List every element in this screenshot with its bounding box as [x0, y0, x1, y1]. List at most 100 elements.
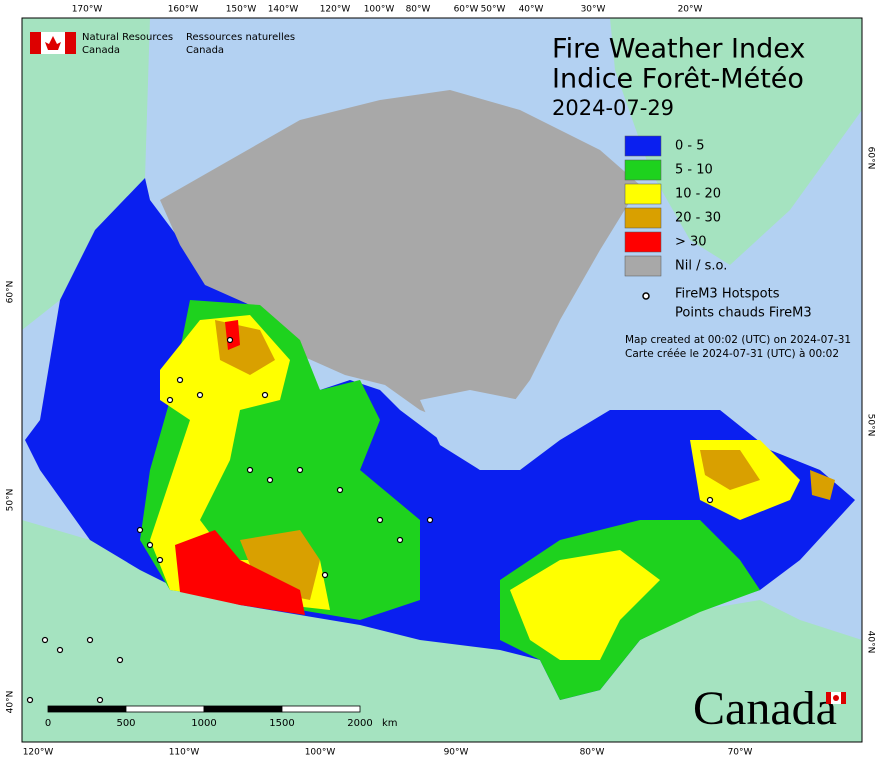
graticule-label: 60°N: [6, 281, 16, 304]
hotspot: [376, 516, 384, 524]
hotspot: [246, 466, 254, 474]
note: Map created at 00:02 (UTC) on 2024-07-31: [625, 334, 851, 346]
scale-segment: [203, 705, 283, 713]
graticule-label: 80°W: [406, 5, 431, 15]
arctic-nil: [160, 90, 640, 430]
hotspot: [96, 696, 104, 704]
hotspot: [166, 396, 174, 404]
zone-red: [175, 320, 305, 615]
zone-east-orange: [700, 450, 835, 500]
zone-orange: [215, 320, 320, 600]
graticule-label: 50°W: [481, 5, 506, 15]
alaska: [22, 18, 150, 330]
date: 2024-07-29: [552, 96, 674, 120]
hudson-bay: [420, 390, 540, 470]
scale-segment: [281, 705, 361, 713]
title-fr: Indice Forêt-Météo: [552, 64, 804, 95]
country-en: Canada: [82, 45, 120, 56]
hotspot: [176, 376, 184, 384]
hotspot: [426, 516, 434, 524]
legend-label: 20 - 30: [675, 211, 721, 226]
scale-label: 1500: [269, 718, 294, 729]
legend-swatch: [624, 231, 662, 253]
graticule-label: 40°W: [519, 5, 544, 15]
legend-label: 0 - 5: [675, 139, 705, 154]
graticule-label: 120°W: [23, 748, 54, 758]
legend-label: FireM3 Hotspots: [675, 287, 780, 302]
graticule-label: 70°W: [728, 748, 753, 758]
scale-segment: [47, 705, 127, 713]
graticule-label: 60°N: [866, 147, 876, 170]
hotspot: [56, 646, 64, 654]
legend-swatch: [624, 255, 662, 277]
legend-swatch: [624, 159, 662, 181]
legend-swatch: [624, 207, 662, 229]
hotspot: [136, 526, 144, 534]
graticule-label: 50°N: [866, 414, 876, 437]
country-fr: Canada: [186, 45, 224, 56]
usa: [22, 520, 862, 742]
note: Carte créée le 2024-07-31 (UTC) à 00:02: [625, 348, 839, 360]
hotspot: [226, 336, 234, 344]
graticule-label: 170°W: [72, 5, 103, 15]
hotspot: [296, 466, 304, 474]
hotspot: [321, 571, 329, 579]
department-en: Natural Resources: [82, 32, 173, 43]
graticule-label: 40°N: [866, 631, 876, 654]
graticule-label: 90°W: [444, 748, 469, 758]
graticule-label: 80°W: [580, 748, 605, 758]
hotspot: [86, 636, 94, 644]
scale-label: 1000: [191, 718, 216, 729]
graticule-label: 50°N: [6, 489, 16, 512]
flag-bar: [30, 32, 41, 54]
hotspot: [396, 536, 404, 544]
wordmark: Canada: [693, 682, 837, 735]
graticule-label: 140°W: [268, 5, 299, 15]
hotspot: [41, 636, 49, 644]
legend-label: 5 - 10: [675, 163, 713, 178]
hotspot: [196, 391, 204, 399]
legend-swatch: [624, 135, 662, 157]
hotspot: [336, 486, 344, 494]
hotspot: [146, 541, 154, 549]
hotspot: [706, 496, 714, 504]
graticule-label: 20°W: [678, 5, 703, 15]
flag-leaf: [45, 36, 61, 50]
graticule-label: 100°W: [364, 5, 395, 15]
legend-label: 10 - 20: [675, 187, 721, 202]
map-area: [22, 18, 862, 742]
legend-label: > 30: [675, 235, 707, 250]
flag-bar: [65, 32, 76, 54]
legend-label: Nil / s.o.: [675, 259, 727, 274]
hotspot: [266, 476, 274, 484]
graticule-label: 110°W: [169, 748, 200, 758]
hotspot: [116, 656, 124, 664]
hotspot-symbol: [642, 292, 650, 300]
graticule-label: 160°W: [168, 5, 199, 15]
scale-unit: km: [382, 718, 398, 729]
department-fr: Ressources naturelles: [186, 32, 295, 43]
scale-label: 500: [116, 718, 135, 729]
hotspot: [261, 391, 269, 399]
wordmark-flag: [826, 692, 831, 704]
title: Fire Weather Index: [552, 34, 805, 65]
wordmark-flag: [841, 692, 846, 704]
zone-yellow: [150, 315, 330, 610]
hotspot: [26, 696, 34, 704]
scale-label: 2000: [347, 718, 372, 729]
legend-swatch: [624, 183, 662, 205]
zone-east-yellow: [510, 440, 800, 660]
graticule-label: 150°W: [226, 5, 257, 15]
hotspot: [156, 556, 164, 564]
legend-label: Points chauds FireM3: [675, 306, 812, 321]
map-frame: [21, 17, 863, 743]
graticule-label: 120°W: [320, 5, 351, 15]
graticule-label: 40°N: [6, 691, 16, 714]
graticule-label: 30°W: [581, 5, 606, 15]
graticule-label: 100°W: [305, 748, 336, 758]
wordmark-flag: [833, 695, 839, 701]
scale-segment: [125, 705, 205, 713]
scale-label: 0: [45, 718, 51, 729]
greenland: [610, 18, 862, 265]
